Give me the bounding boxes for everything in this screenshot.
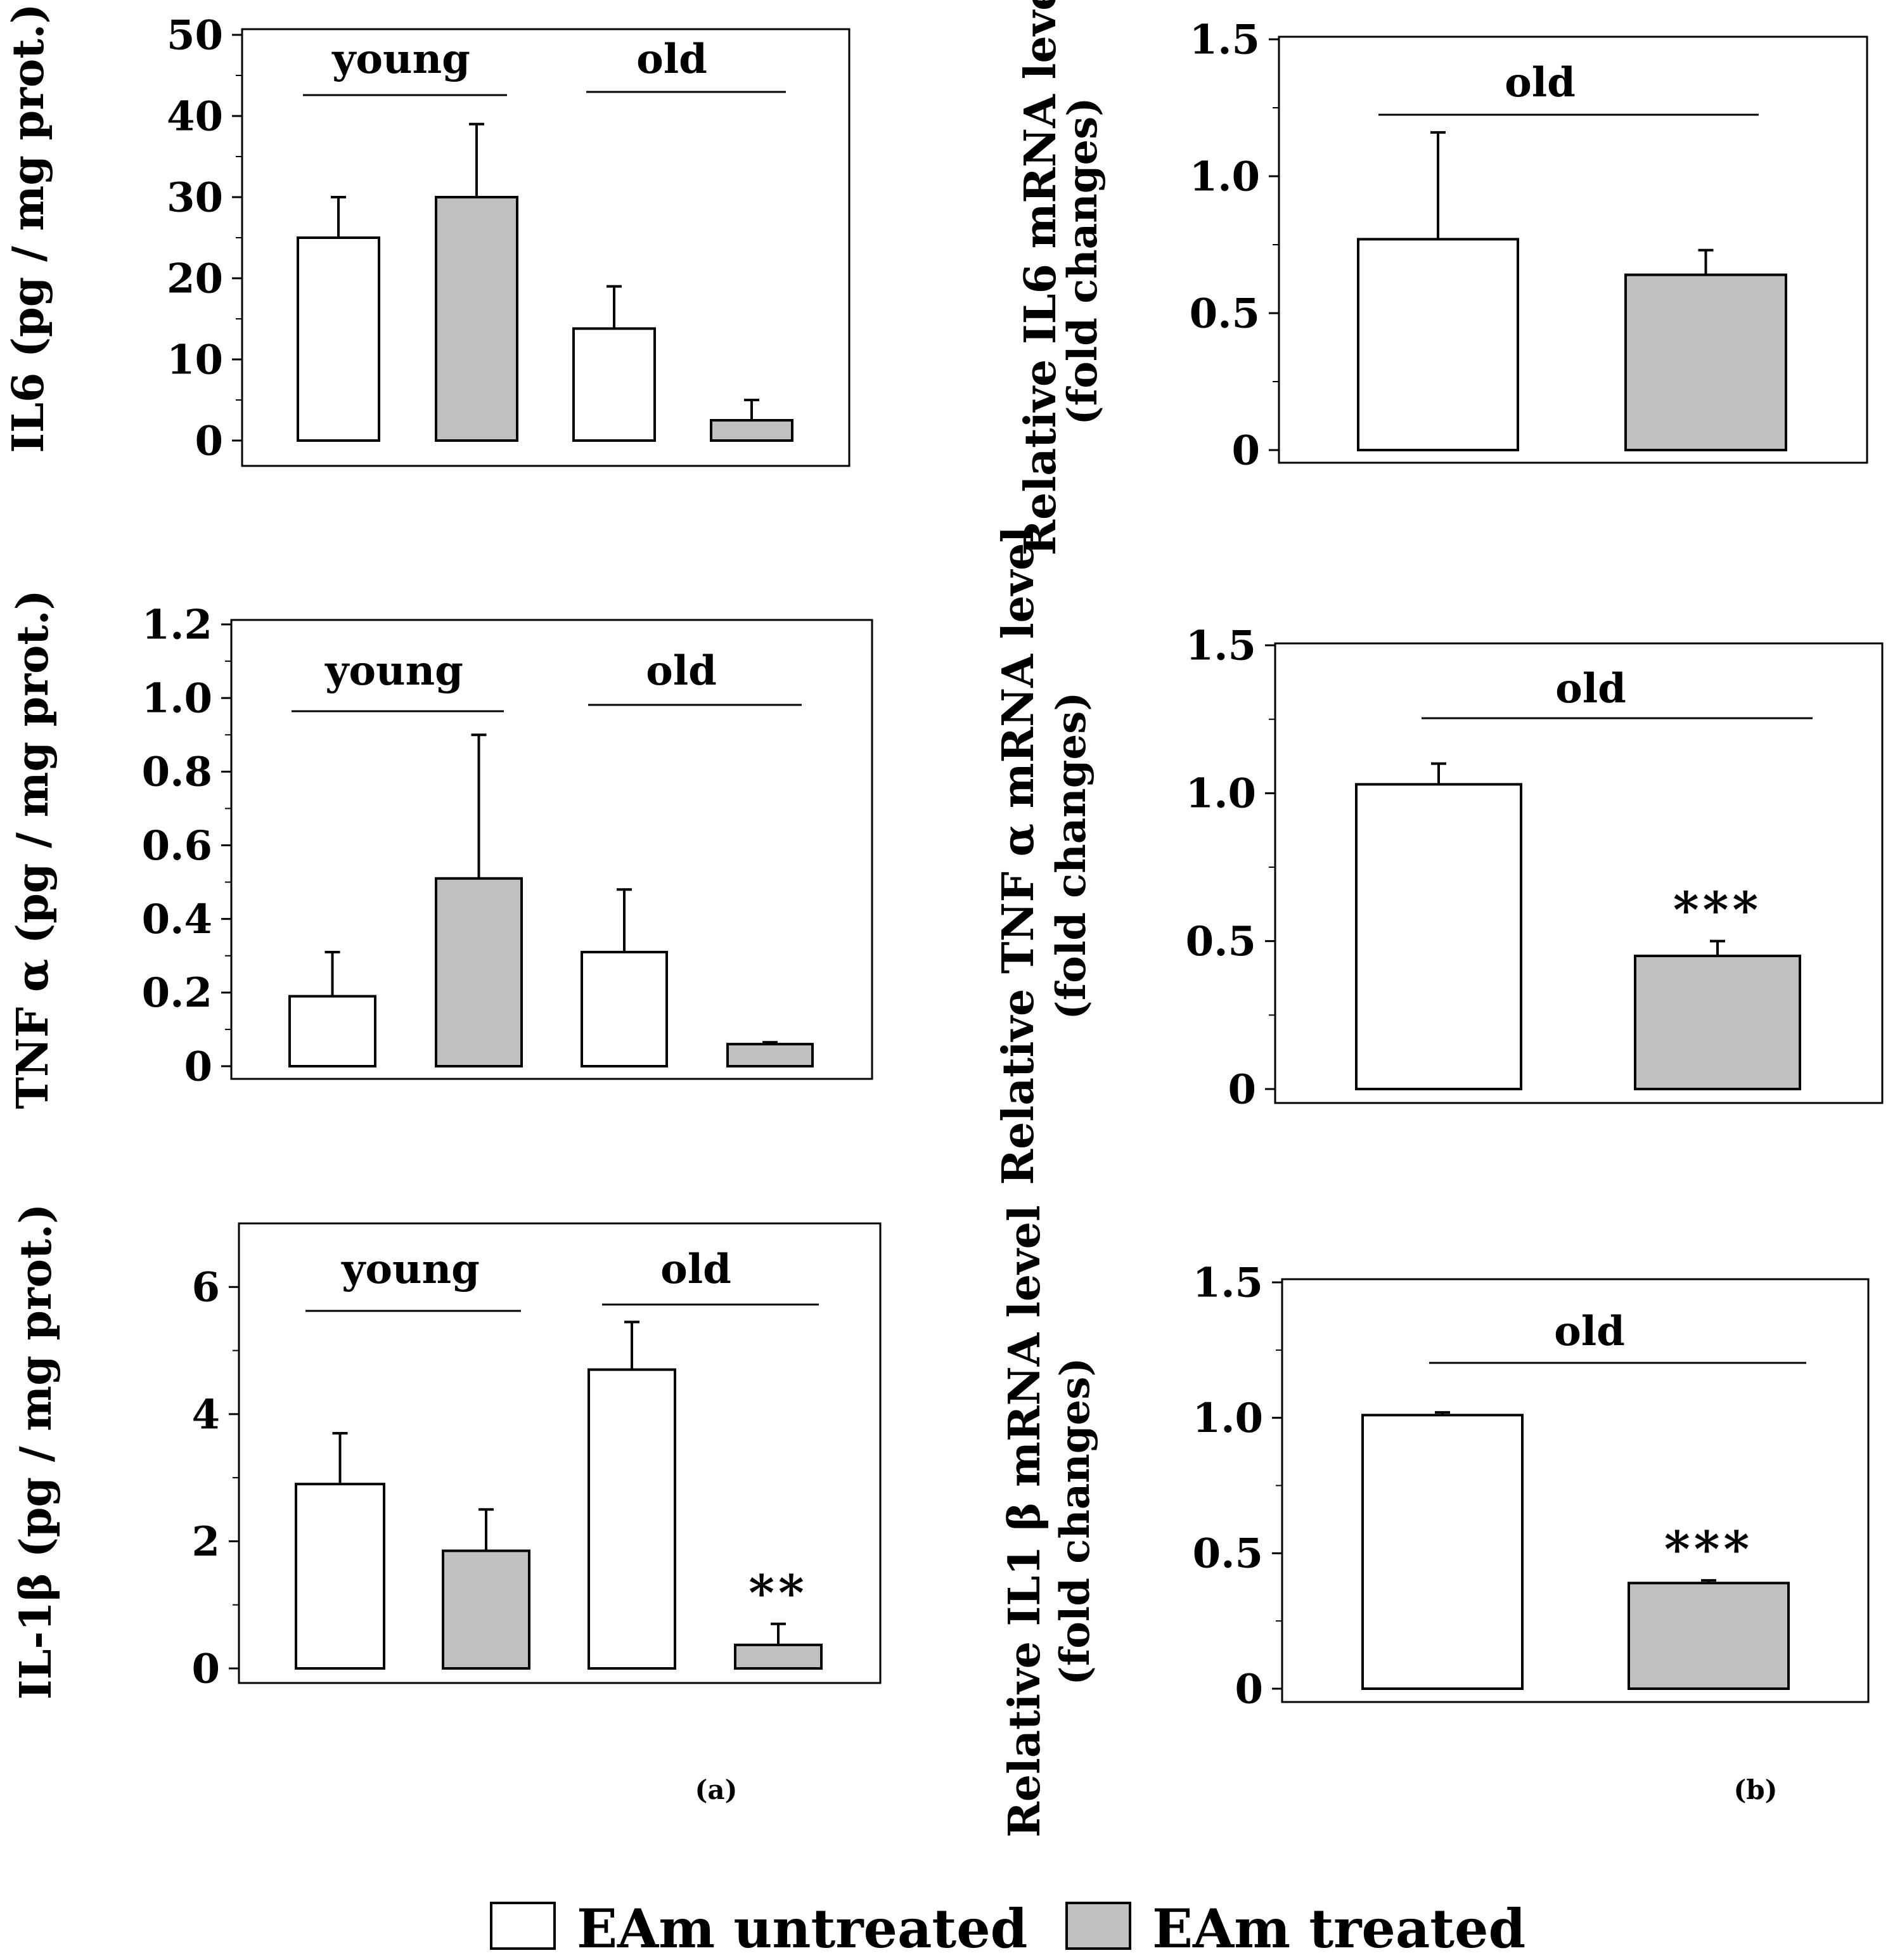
il6-protein-chart: 0 10 20 30 40 50 IL6 (pg / mg prot.) young old <box>3 3 851 467</box>
panel-label-a: (a) <box>695 1774 738 1805</box>
y-axis-label: Relative TNF α mRNA level <box>993 527 1044 1185</box>
plot-frame <box>241 28 851 467</box>
il1b-protein-chart: 0 2 4 6 IL-1β (pg / mg prot.) ** young old <box>11 1204 882 1700</box>
y-tick-label: 6 <box>191 1264 220 1312</box>
y-tick-label: 20 <box>167 255 223 302</box>
y-tick-label: 0 <box>191 1645 220 1692</box>
bar-untreated <box>1357 238 1519 451</box>
group-label: old <box>636 35 707 83</box>
bar-untreated <box>581 950 668 1067</box>
group-label: old <box>660 1246 731 1293</box>
y-tick-label: 0 <box>195 417 223 465</box>
y-tick-label: 50 <box>167 11 223 59</box>
group-label: young <box>331 35 470 83</box>
bar-untreated <box>1355 783 1522 1091</box>
tnfa-protein-chart: 0 0.2 0.4 0.6 0.8 1.0 1.2 TNF α (pg / mg prot.)… <box>8 590 873 1109</box>
bar-untreated <box>288 995 376 1068</box>
bar-untreated <box>295 1483 385 1670</box>
y-axis-label: Relative IL6 mRNA level <box>1015 0 1066 555</box>
y-tick-label: 1.5 <box>1193 1259 1263 1306</box>
plot-frame <box>238 1222 882 1684</box>
legend-label-untreated: EAm untreated <box>577 1897 1027 1960</box>
group-label: old <box>1505 59 1576 106</box>
bar-treated <box>1624 273 1787 451</box>
plot-frame <box>230 619 873 1080</box>
bar-untreated <box>1361 1414 1524 1690</box>
significance-marker: ** <box>748 1564 808 1622</box>
y-tick-label: 1.0 <box>1190 153 1260 200</box>
y-axis-label: Relative IL1 β mRNA level <box>999 1205 1050 1838</box>
bar-treated <box>726 1043 814 1068</box>
plot-frame <box>1274 642 1884 1104</box>
il1b-mrna-chart: 0 0.5 1.0 1.5 Relative IL1 β mRNA level (fold… <box>999 1205 1870 1838</box>
y-tick-label: 30 <box>167 174 223 221</box>
bar-treated <box>1628 1582 1790 1691</box>
group-label: young <box>324 647 463 695</box>
y-tick-label: 1.0 <box>1193 1395 1263 1442</box>
bar-treated <box>710 419 793 442</box>
significance-marker: *** <box>1664 1521 1753 1578</box>
plot-frame <box>1278 35 1868 464</box>
legend-swatch-treated <box>1065 1902 1131 1950</box>
y-tick-label: 1.0 <box>142 675 212 723</box>
group-label: old <box>1555 665 1626 712</box>
y-tick-label: 0 <box>1231 427 1260 474</box>
legend-swatch-untreated <box>490 1902 556 1950</box>
legend-label-treated: EAm treated <box>1152 1897 1525 1960</box>
y-axis-label-units: (fold changes) <box>1059 97 1107 425</box>
y-tick-label: 1.5 <box>1186 622 1256 669</box>
y-tick-label: 0.5 <box>1186 918 1256 965</box>
y-tick-label: 0.4 <box>142 896 212 943</box>
y-tick-label: 1.5 <box>1190 16 1260 63</box>
y-tick-label: 0.8 <box>142 749 212 796</box>
group-label: old <box>1554 1308 1625 1355</box>
y-tick-label: 0 <box>184 1043 212 1090</box>
panel-label-b: (b) <box>1733 1774 1777 1805</box>
il6-mrna-chart: 0 0.5 1.0 1.5 Relative IL6 mRNA level(fold c… <box>1015 0 1868 555</box>
bar-untreated <box>588 1368 676 1670</box>
legend: EAm untreated EAm treated <box>490 1897 1525 1960</box>
bar-treated <box>1634 955 1801 1090</box>
bar-untreated <box>572 327 656 442</box>
y-axis-label-units: (fold changes) <box>1051 1357 1099 1685</box>
y-axis-label: IL6 (pg / mg prot.) <box>3 3 54 453</box>
group-label: young <box>341 1246 480 1293</box>
y-tick-label: 0.5 <box>1193 1530 1263 1578</box>
bar-treated <box>435 196 518 442</box>
y-tick-label: 4 <box>191 1391 220 1438</box>
bar-treated <box>435 877 523 1068</box>
tnfa-mrna-chart: 0 0.5 1.0 1.5 Relative TNF α mRNA level (fold… <box>993 527 1884 1185</box>
y-tick-label: 0.5 <box>1190 290 1260 337</box>
plot-frame <box>1281 1278 1870 1703</box>
bar-treated <box>442 1549 530 1670</box>
y-tick-label: 1.0 <box>1186 770 1256 818</box>
bar-treated <box>734 1643 823 1670</box>
y-axis-label-units: (fold changes) <box>1048 692 1095 1019</box>
y-axis-label: TNF α (pg / mg prot.) <box>8 590 58 1109</box>
y-tick-label: 0.2 <box>142 969 212 1017</box>
y-tick-label: 0 <box>1228 1066 1256 1113</box>
y-tick-label: 0.6 <box>142 822 212 870</box>
y-tick-label: 0 <box>1235 1665 1263 1713</box>
significance-marker: *** <box>1673 882 1762 939</box>
bar-untreated <box>297 236 380 442</box>
y-tick-label: 2 <box>191 1518 220 1566</box>
y-tick-label: 1.2 <box>142 601 212 648</box>
y-tick-label: 40 <box>167 93 223 140</box>
y-tick-label: 10 <box>167 336 223 384</box>
y-axis-label: IL-1β (pg / mg prot.) <box>11 1204 61 1700</box>
group-label: old <box>646 647 717 695</box>
